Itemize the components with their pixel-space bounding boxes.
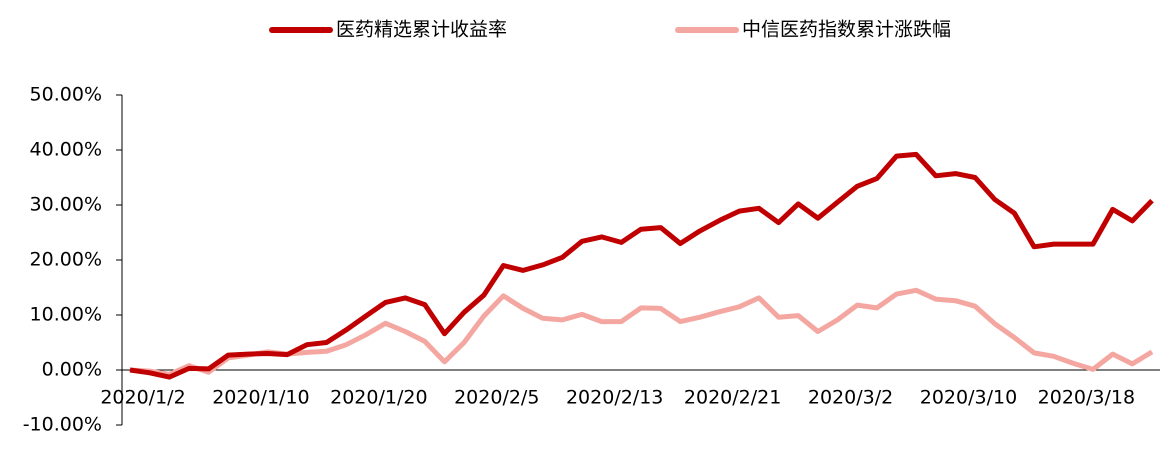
x-tick-label: 2020/2/5 [454, 387, 539, 409]
x-tick-label: 2020/3/2 [808, 387, 893, 409]
x-tick-label: 2020/2/13 [566, 387, 663, 409]
x-tick-label: 2020/3/18 [1038, 387, 1135, 409]
legend-label: 医药精选累计收益率 [336, 19, 507, 41]
x-tick-label: 2020/1/20 [330, 387, 427, 409]
x-tick-label: 2020/1/10 [212, 387, 309, 409]
y-tick-label: 40.00% [30, 139, 102, 161]
x-tick-label: 2020/3/10 [920, 387, 1017, 409]
y-tick-label: -10.00% [23, 414, 102, 436]
x-tick-label: 2020/2/21 [684, 387, 781, 409]
y-tick-label: 30.00% [30, 194, 102, 216]
series-line [129, 287, 1154, 377]
y-tick-label: 0.00% [42, 359, 102, 381]
y-tick-label: 50.00% [30, 84, 102, 106]
y-tick-label: 20.00% [30, 249, 102, 271]
legend-label: 中信医药指数累计涨跌幅 [742, 19, 951, 41]
y-tick-label: 10.00% [30, 304, 102, 326]
series-line [129, 151, 1154, 380]
x-tick-label: 2020/1/2 [100, 387, 185, 409]
